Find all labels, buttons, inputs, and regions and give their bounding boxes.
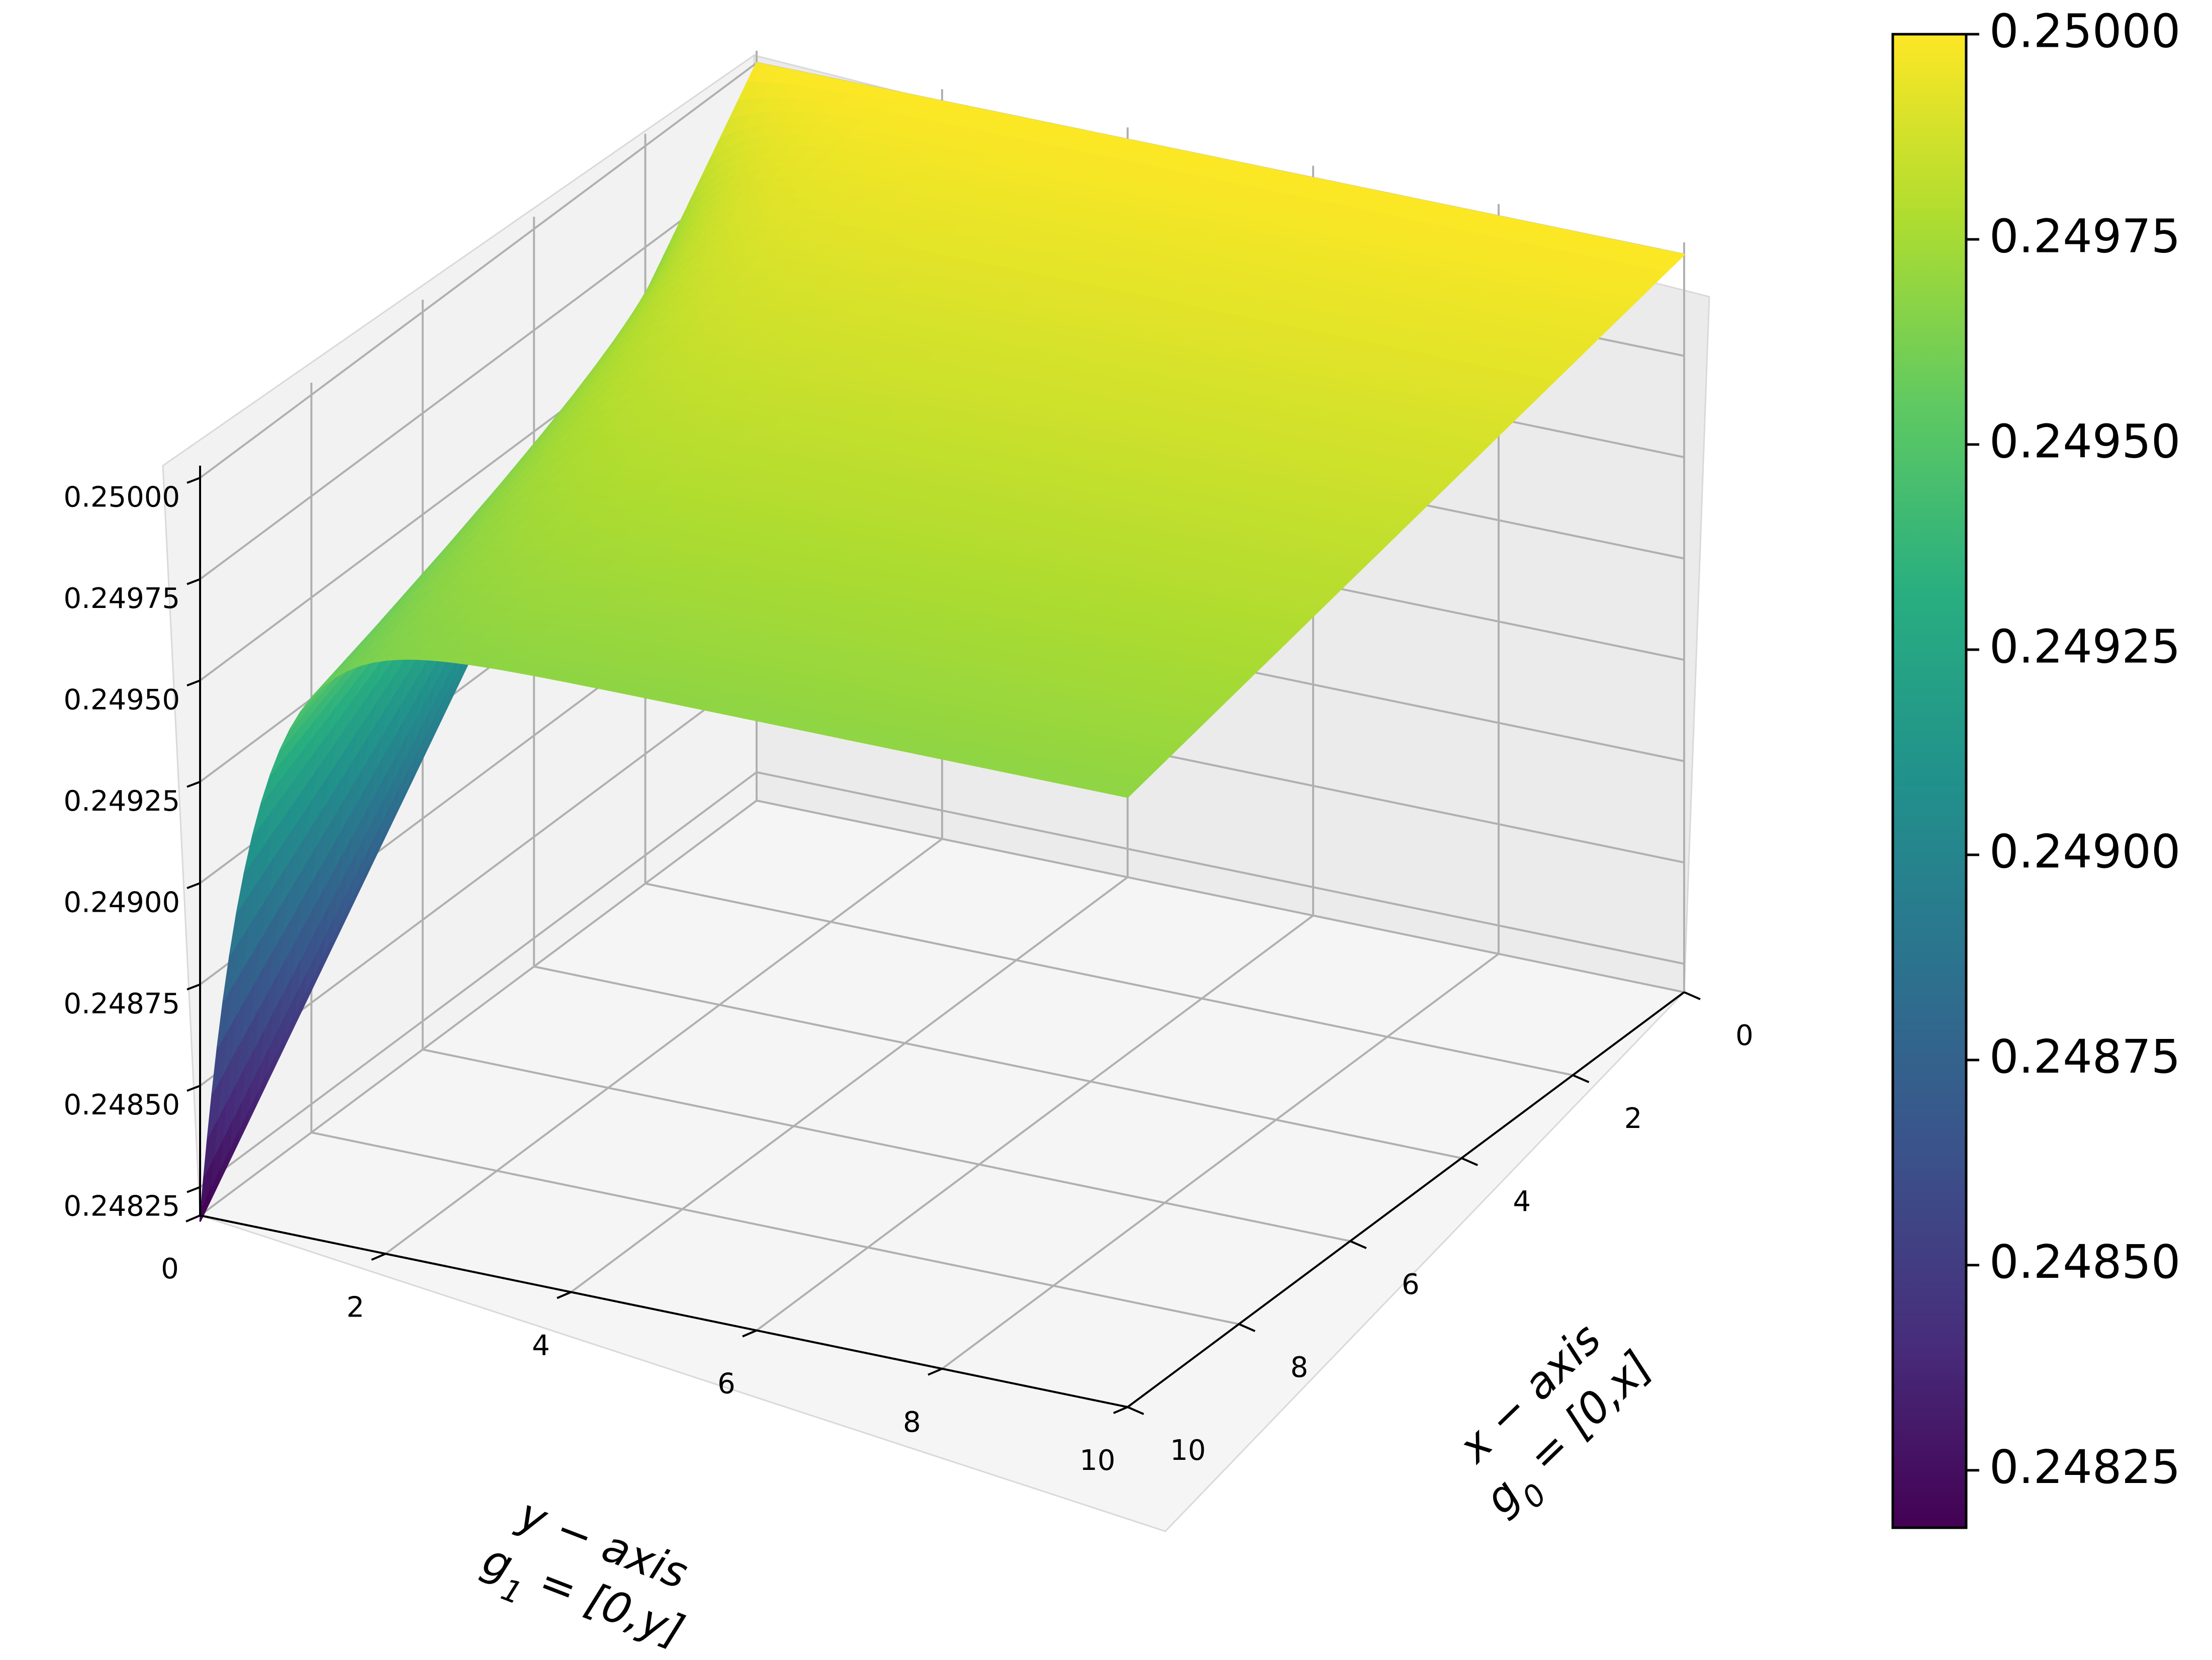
y-tick-mark-2 [371,1253,386,1261]
x-tick-label-4: 4 [1513,1185,1531,1218]
y-tick-mark-10 [1113,1406,1128,1414]
x-tick-mark-2 [1572,1074,1590,1083]
floor-grid-y-0 [199,800,758,1216]
surface [199,62,1686,1222]
y-axis-line [200,1214,1128,1408]
x-tick-mark-10 [1127,1406,1144,1415]
wall-grid-z-left-0.25000 [199,62,758,479]
floor-grid-x-0 [756,800,1685,993]
colorbar-tick-label-0.24850: 0.24850 [1989,1235,2180,1289]
wall-grid-z-left-0.24825 [199,771,758,1188]
x-tick-mark-6 [1349,1240,1367,1249]
colorbar-gradient [1891,33,1968,1529]
x-axis-line [1127,991,1685,1408]
z-tick-mark-0.24950 [187,679,201,687]
x-tick-label-0: 0 [1735,1019,1754,1052]
y-tick-label-0: 0 [161,1253,179,1285]
axes [186,466,1701,1415]
colorbar-tick-label-0.24825: 0.24825 [1989,1440,2180,1494]
x-tick-label-2: 2 [1624,1102,1642,1135]
colorbar-ticks: 0.24825 0.24850 0.24875 0.24900 0.24925 0.249… [1966,4,2180,1494]
z-tick-mark-0.24875 [187,983,201,991]
floor-grid-x-4 [533,966,1462,1159]
x-tick-label-8: 8 [1291,1351,1309,1384]
x-tick-label-10: 10 [1170,1434,1206,1467]
z-tick-mark-0.24975 [187,578,201,585]
x-tick-mark-0 [1684,991,1701,1000]
z-tick-label-0.25000: 0.25000 [63,481,180,513]
z-tick-mark-0.24850 [187,1085,201,1092]
y-tick-label-4: 4 [532,1330,550,1362]
wall-grid-z-right-0.24825 [756,771,1685,965]
floor-grid-x-6 [422,1049,1351,1242]
x-axis-label: x − axis g0 = [0,x] [1448,1314,1662,1524]
x-tick-mark-4 [1461,1157,1479,1166]
z-tick-mark-0.24925 [187,780,201,788]
floor-grid-x-8 [311,1131,1239,1325]
y-tick-mark-4 [557,1291,572,1299]
y-tick-label-10: 10 [1079,1444,1115,1477]
x-tick-label-6: 6 [1402,1268,1420,1301]
floor-grid-y-6 [756,914,1314,1332]
floor-grid-y-2 [385,838,943,1255]
y-tick-label-6: 6 [717,1368,735,1401]
colorbar-tick-label-0.24950: 0.24950 [1989,414,2180,468]
z-tick-label-0.24900: 0.24900 [63,886,180,919]
y-tick-mark-0 [186,1214,201,1222]
z-tick-label-0.24925: 0.24925 [63,785,180,818]
colorbar-tick-label-0.24875: 0.24875 [1989,1030,2180,1084]
colorbar-tick-label-0.25000: 0.25000 [1989,4,2180,58]
z-tick-label-0.24975: 0.24975 [63,582,180,615]
colorbar-tick-label-0.24975: 0.24975 [1989,209,2180,263]
z-tick-mark-0.25000 [187,477,201,484]
surface-patch [1101,782,1139,798]
colorbar-tick-label-0.24900: 0.24900 [1989,825,2180,879]
colorbar: 0.24825 0.24850 0.24875 0.24900 0.24925 0.249… [1891,4,2180,1529]
z-tick-label-0.24950: 0.24950 [63,683,180,716]
y-tick-mark-8 [928,1367,943,1376]
x-tick-mark-8 [1238,1323,1256,1332]
z-tick-mark-0.24825 [187,1186,201,1193]
floor-grid-y-4 [570,876,1129,1293]
colorbar-tick-label-0.24925: 0.24925 [1989,620,2180,673]
y-tick-label-2: 2 [346,1291,364,1324]
tick-labels: 0 2 4 6 8 10 0 2 4 6 8 10 0.24825 0.24850 0.24875 0.249… [63,481,1753,1477]
z-tick-label-0.24825: 0.24825 [63,1190,180,1223]
z-tick-mark-0.24900 [187,882,201,889]
wall-grid-z-left-0.24975 [199,163,758,580]
floor-grid-y-8 [941,953,1500,1370]
y-tick-mark-6 [742,1329,757,1338]
floor-grid-x-2 [645,883,1574,1076]
y-axis-label: y − axis g1 = [0,y] [476,1489,694,1657]
y-tick-label-8: 8 [903,1406,921,1439]
z-tick-label-0.24850: 0.24850 [63,1089,180,1121]
z-tick-label-0.24875: 0.24875 [63,988,180,1020]
